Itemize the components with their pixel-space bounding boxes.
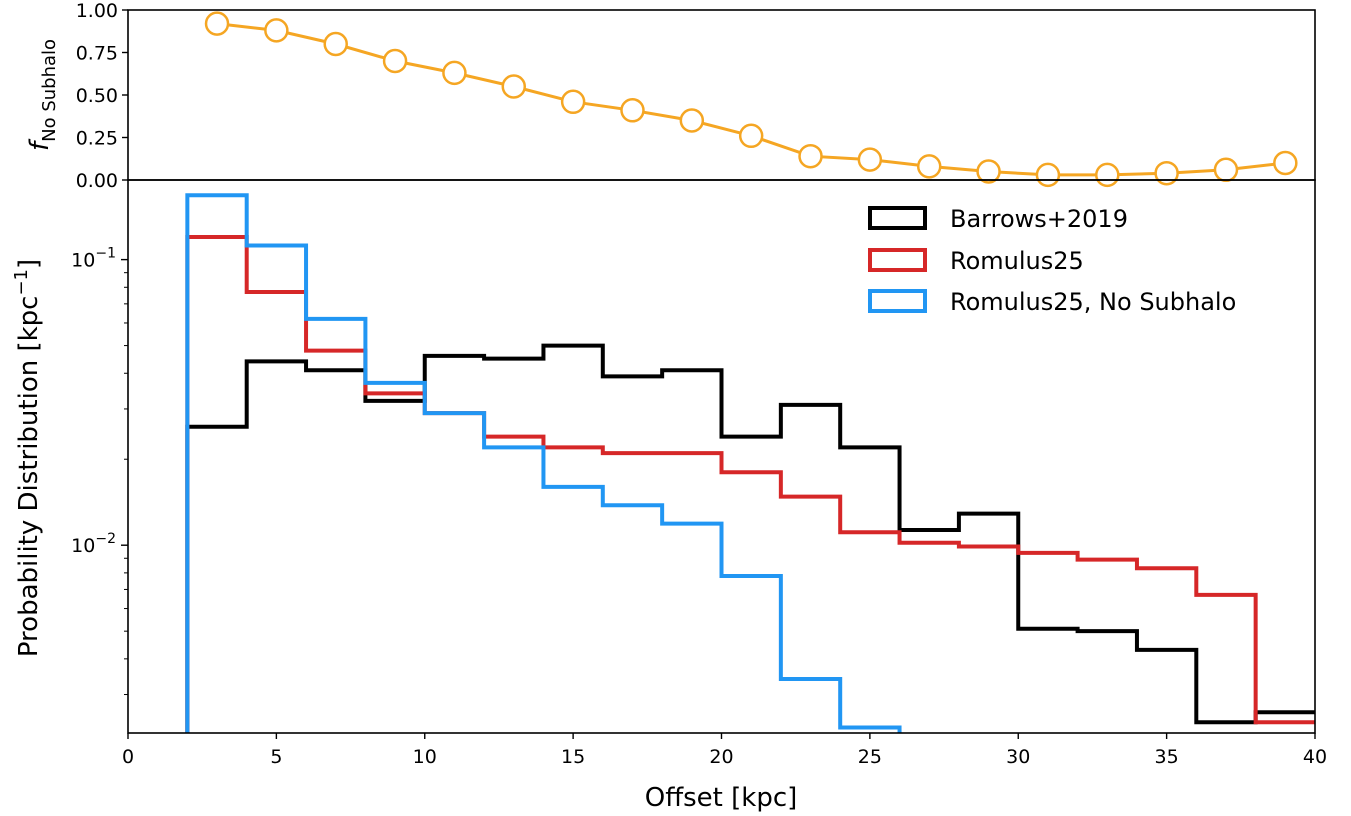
x-tick-label: 30	[1006, 746, 1030, 768]
subhalo-fraction-point	[264, 18, 289, 43]
subhalo-fraction-point	[738, 123, 764, 149]
legend-swatch	[868, 289, 927, 313]
top-y-tick-label: 0.25	[76, 128, 118, 150]
x-tick-label: 35	[1155, 746, 1179, 768]
y-axis-title: Probability Distribution [kpc−1]	[11, 259, 44, 657]
bottom-panel: 0 5 10 15 20 25 30 35 40 10−1 10−2 Offset [kpc] P…	[11, 179, 1327, 813]
y-axis-title-close: ]	[14, 259, 44, 269]
bottom-plot-frame	[127, 179, 1316, 734]
legend: Barrows+2019 Romulus25 Romulus25, No Subha…	[868, 205, 1236, 316]
y-tick-label: 10−1	[71, 246, 116, 272]
top-y-ticks: 0.00 0.25 0.50 0.75 1.00	[76, 0, 128, 192]
subhalo-fraction-point	[857, 147, 883, 172]
subhalo-fraction-point	[323, 31, 348, 57]
subhalo-fraction-point	[1035, 162, 1061, 188]
top-y-tick-label: 0.75	[76, 43, 118, 65]
subhalo-fraction-point	[442, 60, 467, 86]
subhalo-fraction-point	[1213, 157, 1239, 183]
x-axis-title: Offset [kpc]	[645, 783, 798, 813]
x-tick-label: 15	[561, 746, 585, 768]
legend-label: Romulus25, No Subhalo	[950, 288, 1236, 316]
legend-swatch	[868, 206, 927, 230]
subhalo-fraction-point	[916, 154, 942, 179]
y-ticks: 10−1 10−2	[71, 246, 128, 696]
legend-label: Barrows+2019	[950, 205, 1128, 233]
x-tick-label: 10	[413, 746, 437, 768]
x-tick-label: 20	[709, 746, 733, 768]
subhalo-fraction-point	[679, 108, 705, 133]
x-tick-label: 40	[1303, 746, 1327, 768]
legend-swatch	[868, 248, 927, 272]
top-y-tick-label: 1.00	[76, 0, 118, 22]
top-plot-frame	[127, 9, 1316, 181]
x-tick-label: 0	[122, 746, 134, 768]
subhalo-fraction-point	[560, 89, 586, 115]
y-axis-title-sup: −1	[11, 269, 32, 296]
top-y-tick-label: 0.50	[76, 85, 118, 107]
subhalo-fraction-point	[976, 159, 1001, 184]
legend-label: Romulus25	[950, 247, 1084, 275]
top-y-tick-label: 0.00	[76, 170, 118, 192]
subhalo-fraction-point	[1273, 150, 1298, 176]
top-y-axis-title-sub: No Subhalo	[39, 39, 60, 142]
subhalo-fraction-point	[501, 74, 527, 99]
y-tick-label: 10−2	[71, 531, 116, 557]
subhalo-fraction-series	[204, 11, 1298, 188]
subhalo-fraction-point	[798, 143, 823, 169]
histogram-step-romulus25-no-subhalo	[185, 193, 902, 733]
histogram-step-barrows	[185, 343, 1315, 733]
x-ticks: 0 5 10 15 20 25 30 35 40	[122, 733, 1327, 768]
subhalo-fraction-point	[382, 48, 408, 74]
histogram-series	[185, 193, 1315, 733]
subhalo-fraction-point	[1095, 162, 1120, 188]
subhalo-fraction-point	[1154, 160, 1179, 186]
subhalo-fraction-line	[216, 22, 1286, 177]
y-axis-title-main: Probability Distribution [kpc	[14, 296, 44, 658]
subhalo-fraction-point	[620, 98, 645, 123]
x-tick-label: 25	[858, 746, 882, 768]
top-y-axis-title: fNo Subhalo	[25, 39, 60, 151]
x-tick-label: 5	[270, 746, 282, 768]
subhalo-fraction-point	[204, 11, 230, 36]
top-panel: 0.00 0.25 0.50 0.75 1.00 fNo Subhalo	[25, 0, 1316, 192]
